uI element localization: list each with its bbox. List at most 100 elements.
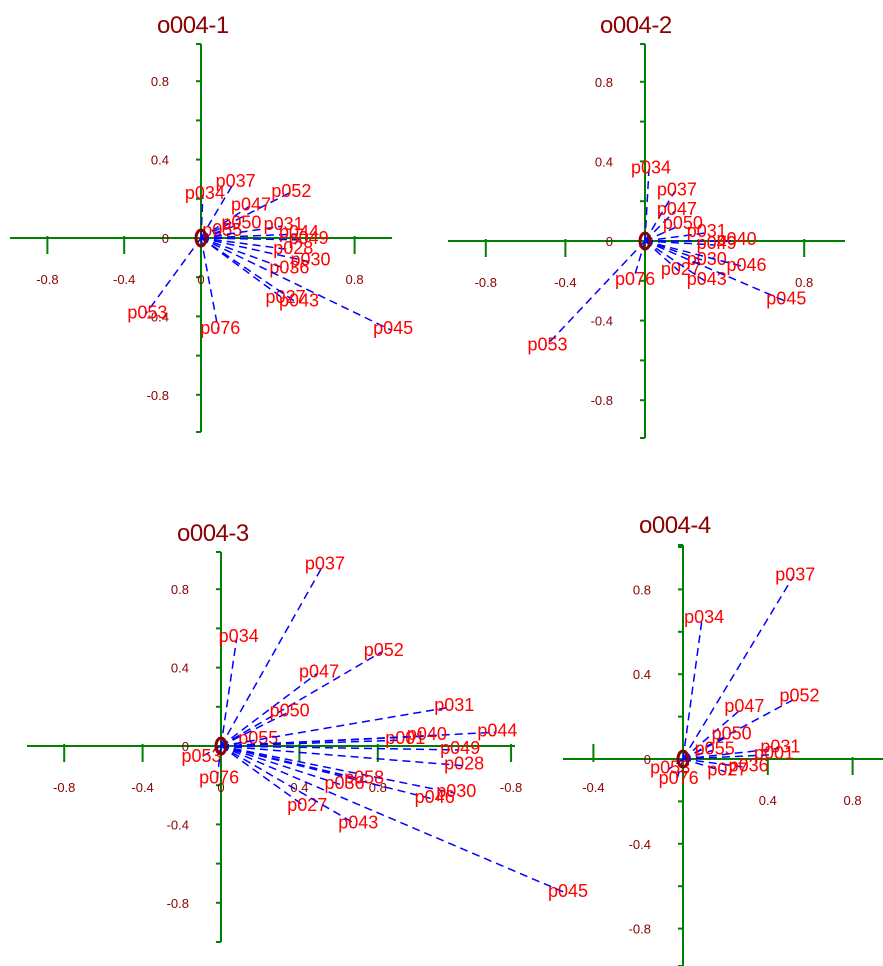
- y-tick-label: 0: [606, 234, 613, 249]
- vector-label: p047: [724, 696, 764, 716]
- y-tick-label: -0.4: [591, 314, 613, 329]
- y-tick-label: 0.4: [171, 661, 189, 676]
- loading-vector: [200, 192, 290, 239]
- x-tick-label: 0.8: [844, 793, 862, 808]
- vector-label: p053: [528, 334, 568, 354]
- loading-vector: [644, 240, 745, 268]
- vector-label: p030: [291, 250, 331, 270]
- y-tick-label: 0.8: [595, 75, 613, 90]
- vector-label: p037: [305, 554, 345, 574]
- vector-label: p052: [271, 181, 311, 201]
- loading-vector: [682, 735, 730, 760]
- y-tick-label: 0.8: [633, 582, 651, 597]
- biplot-panel-1: o004-1-0.8 -0.4 0 0.80.80.40-0.4-0.8p034p03…: [10, 12, 413, 433]
- panel-title: o004-3: [177, 520, 249, 547]
- vector-label: p053: [650, 758, 690, 778]
- vector-label: p027: [266, 287, 306, 307]
- biplot-panel-3: o004-3-0.8 -0.4 0 0.4 0.8 -0.8 -0.40.80.40-0.4…: [27, 520, 605, 943]
- loading-vector: [200, 206, 250, 239]
- vector-label: p047: [657, 199, 697, 219]
- loading-vector: [200, 237, 288, 271]
- loading-vector: [200, 237, 309, 263]
- vector-label: p036: [269, 257, 309, 277]
- vector-label: p031: [687, 221, 727, 241]
- loading-vector: [682, 758, 726, 773]
- vector-label: p043: [338, 812, 378, 832]
- vector-label: p040: [717, 229, 757, 249]
- loading-vector: [644, 240, 705, 262]
- x-tick-label: -0.4: [131, 780, 153, 795]
- loading-vector: [667, 758, 684, 771]
- y-tick-label: 0: [644, 752, 651, 767]
- x-tick-label: 0.4: [759, 793, 777, 808]
- loading-vector: [220, 745, 357, 826]
- loading-vector: [200, 237, 298, 304]
- vector-label: p037: [216, 171, 256, 191]
- loading-vector: [220, 745, 459, 751]
- y-tick-label: 0.4: [633, 667, 651, 682]
- vector-label: p046: [727, 255, 767, 275]
- y-tick-label: 0.8: [151, 74, 169, 89]
- vector-label: p031: [760, 736, 800, 756]
- loading-vector: [220, 638, 238, 747]
- y-tick-label: 0.8: [171, 582, 189, 597]
- loading-vector: [220, 672, 318, 747]
- loading-vector: [682, 618, 703, 760]
- vector-label: p076: [659, 768, 699, 788]
- loading-vector: [220, 565, 324, 747]
- loading-vector: [220, 745, 433, 800]
- vector-label: p037: [657, 179, 697, 199]
- vector-label: p055: [238, 728, 278, 748]
- y-tick-label: 0.4: [595, 154, 613, 169]
- loading-vector: [682, 754, 773, 760]
- vector-label: p001: [754, 743, 794, 763]
- vector-label: p036: [325, 773, 365, 793]
- vector-label: p031: [434, 695, 474, 715]
- vector-label: p050: [221, 212, 261, 232]
- y-tick-label: -0.8: [167, 896, 189, 911]
- vector-label: p036: [729, 755, 769, 775]
- vector-label: p034: [185, 183, 225, 203]
- loading-vector: [220, 735, 425, 747]
- origin-marker: [214, 736, 228, 756]
- loading-vector: [682, 576, 794, 760]
- loading-vector: [644, 232, 705, 242]
- loading-vector: [220, 745, 567, 894]
- vector-label: p055: [202, 220, 242, 240]
- x-tick-label: 0.8: [346, 272, 364, 287]
- y-tick-label: 0.4: [151, 153, 169, 168]
- x-tick-label: 0.8: [795, 275, 813, 290]
- loading-vector: [644, 240, 706, 282]
- vector-label: p050: [270, 701, 310, 721]
- loading-vector: [644, 240, 680, 272]
- origin-marker: [194, 228, 208, 248]
- vector-label: p037: [775, 565, 815, 585]
- biplot-panel-2: o004-2 -0.8 -0.4 0.8 0.8 0.4 0 -0.4 -0.8 p034p037…: [448, 12, 845, 439]
- vector-label: p028: [273, 238, 313, 258]
- loading-vector: [644, 169, 650, 242]
- loading-vector: [200, 237, 292, 251]
- vector-label: p043: [279, 291, 319, 311]
- vector-label: p043: [687, 269, 727, 289]
- vector-label: p045: [548, 881, 588, 901]
- biplot-panel-4: o004-4 0.4 0.8 0.8 0.4 0 -0.4 -0.8 p034 p037 p052 p…: [563, 512, 883, 966]
- vector-label: p028: [444, 754, 484, 774]
- vector-label: p034: [219, 626, 259, 646]
- loading-vector: [220, 745, 306, 808]
- loading-vector: [544, 240, 646, 347]
- x-tick-label: -0.8: [53, 780, 75, 795]
- vector-label: p050: [712, 724, 752, 744]
- x-tick-label: -0.8: [475, 275, 497, 290]
- vector-label: p027: [661, 259, 701, 279]
- y-tick-label: -0.8: [591, 393, 613, 408]
- x-tick-label: -0.4: [554, 275, 576, 290]
- vector-label: p044: [279, 222, 319, 242]
- vector-label: p052: [364, 640, 404, 660]
- vector-label: p050: [663, 213, 703, 233]
- loading-vector: [144, 237, 202, 315]
- vector-label: p047: [299, 661, 339, 681]
- origin-marker: [638, 231, 652, 251]
- x-tick-label: -0.4: [113, 272, 135, 287]
- x-tick-label: 0: [217, 780, 224, 795]
- loading-vector: [200, 237, 220, 331]
